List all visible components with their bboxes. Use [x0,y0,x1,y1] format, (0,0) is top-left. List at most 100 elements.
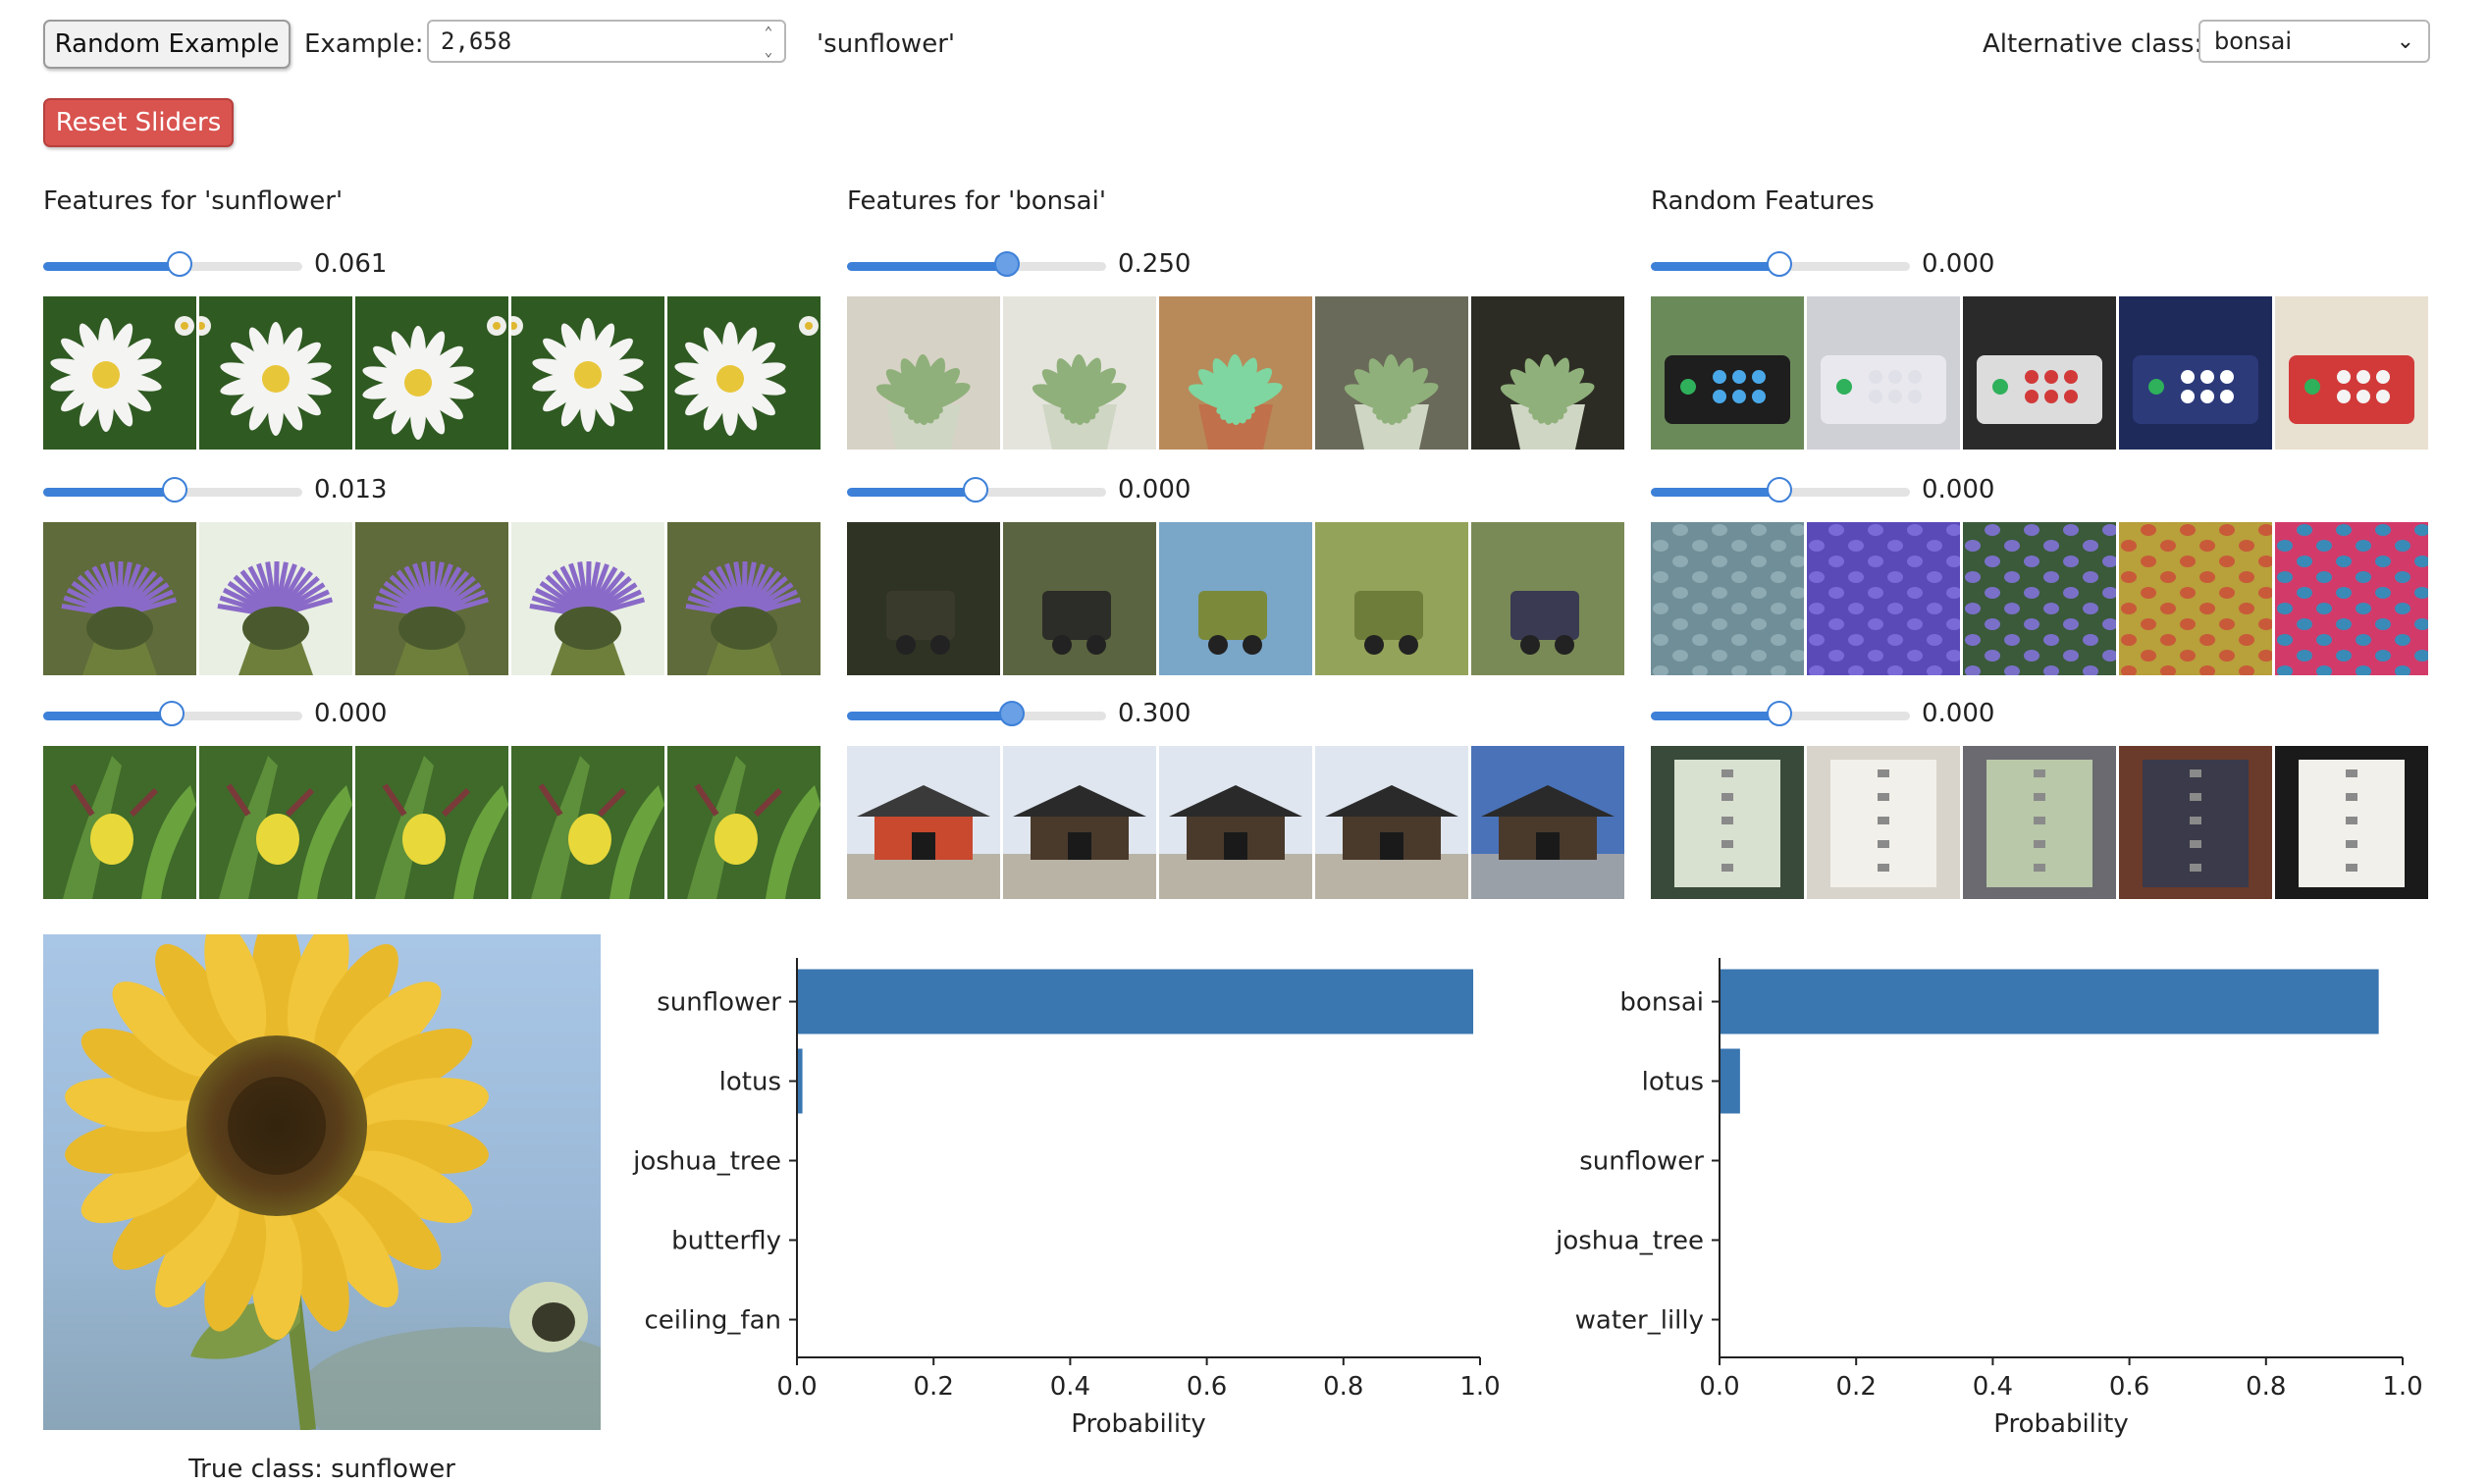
feature-slider[interactable] [43,701,302,730]
feature-image-thistle [199,522,352,675]
bar-sunflower [797,969,1474,1034]
y-tick-label: butterfly [671,1227,781,1256]
slider-value: 0.000 [1118,475,1192,504]
column-title: Features for 'sunflower' [43,186,344,216]
feature-image-knit [1807,522,1960,675]
slider-fill [847,262,1008,271]
x-tick-label: 0.6 [2109,1372,2149,1402]
feature-image-temple [1003,746,1156,899]
y-tick-label: ceiling_fan [644,1306,781,1336]
y-tick-label: lotus [1642,1068,1704,1097]
feature-slider[interactable] [847,477,1106,506]
slider-fill [43,712,173,720]
x-tick-label: 1.0 [2382,1372,2422,1402]
feature-image-knit [1963,522,2116,675]
feature-image-arcade [2275,296,2428,450]
slider-thumb[interactable] [162,477,187,503]
feature-image-succulent [847,296,1000,450]
slider-thumb[interactable] [963,477,988,503]
slider-thumb[interactable] [999,701,1025,726]
feature-image-daisy [355,296,508,450]
feature-image-succulent [1003,296,1156,450]
feature-image-miniature [1003,522,1156,675]
probability-chart-bonsai: bonsai lotus sunflower joshua_tree water_lil… [1555,958,2423,1439]
feature-image-binder [2275,746,2428,899]
x-tick-label: 0.0 [776,1372,817,1402]
slider-fill [1651,488,1780,497]
slider-value: 0.250 [1118,249,1192,279]
slider-value: 0.000 [1922,699,1995,728]
feature-image-daisy [43,296,196,450]
feature-image-arcade [1963,296,2116,450]
feature-image-miniature [847,522,1000,675]
probability-chart-sunflower: sunflower lotus joshua_tree butterfly ceilin… [632,958,1501,1439]
feature-image-miniature [1471,522,1624,675]
x-axis-label: Probability [1993,1409,2128,1439]
feature-slider[interactable] [43,477,302,506]
slider-value: 0.000 [1922,475,1995,504]
slider-value: 0.000 [314,699,388,728]
feature-slider[interactable] [847,701,1106,730]
feature-image-binder [1963,746,2116,899]
spinner-arrows[interactable]: ⌃ ⌄ [759,26,778,59]
feature-image-orchid [667,746,821,899]
slider-value: 0.013 [314,475,388,504]
x-tick-label: 0.8 [2246,1372,2286,1402]
slider-value: 0.061 [314,249,388,279]
chevron-down-icon[interactable]: ⌄ [764,44,773,60]
x-tick-label: 0.0 [1699,1372,1739,1402]
feature-image-miniature [1315,522,1468,675]
chevron-up-icon[interactable]: ⌃ [764,25,773,40]
random-example-button[interactable]: Random Example [43,20,291,69]
feature-image-binder [2119,746,2272,899]
slider-value: 0.000 [1922,249,1995,279]
y-tick-label: joshua_tree [632,1147,781,1177]
slider-thumb[interactable] [159,701,185,726]
feature-image-daisy [511,296,664,450]
feature-image-daisy [667,296,821,450]
feature-image-temple [847,746,1000,899]
x-tick-label: 0.8 [1323,1372,1363,1402]
y-tick-label: joshua_tree [1555,1227,1704,1256]
column-title: Random Features [1651,186,1875,216]
x-axis-label: Probability [1071,1409,1205,1439]
feature-image-thistle [43,522,196,675]
current-class-label: 'sunflower' [817,29,956,59]
bar-lotus [797,1048,803,1114]
example-label: Example: [304,29,424,59]
example-image [43,934,601,1430]
feature-image-thistle [511,522,664,675]
slider-thumb[interactable] [167,251,192,277]
x-tick-label: 0.6 [1187,1372,1227,1402]
feature-image-thistle [667,522,821,675]
feature-image-binder [1807,746,1960,899]
feature-image-orchid [199,746,352,899]
slider-fill [43,488,176,497]
feature-image-temple [1315,746,1468,899]
alternative-class-value: bonsai [2214,27,2293,55]
feature-slider[interactable] [1651,701,1910,730]
feature-image-arcade [1807,296,1960,450]
slider-thumb[interactable] [1767,477,1792,503]
feature-slider[interactable] [43,251,302,281]
bar-bonsai [1720,969,2379,1034]
feature-image-arcade [2119,296,2272,450]
x-tick-label: 0.4 [1973,1372,2013,1402]
feature-image-arcade [1651,296,1804,450]
slider-thumb[interactable] [994,251,1020,277]
feature-slider[interactable] [1651,477,1910,506]
slider-thumb[interactable] [1767,701,1792,726]
y-tick-label: water_lilly [1575,1306,1704,1336]
feature-slider[interactable] [1651,251,1910,281]
alternative-class-select[interactable]: bonsai ⌄ [2198,20,2430,63]
example-number-input[interactable]: 2,658 ⌃ ⌄ [427,20,786,63]
x-tick-label: 0.2 [914,1372,954,1402]
feature-slider[interactable] [847,251,1106,281]
column-title: Features for 'bonsai' [847,186,1106,216]
feature-image-temple [1159,746,1312,899]
slider-value: 0.300 [1118,699,1192,728]
feature-image-orchid [511,746,664,899]
true-class-caption: True class: sunflower [188,1455,455,1484]
reset-sliders-button[interactable]: Reset Sliders [43,98,234,147]
slider-thumb[interactable] [1767,251,1792,277]
